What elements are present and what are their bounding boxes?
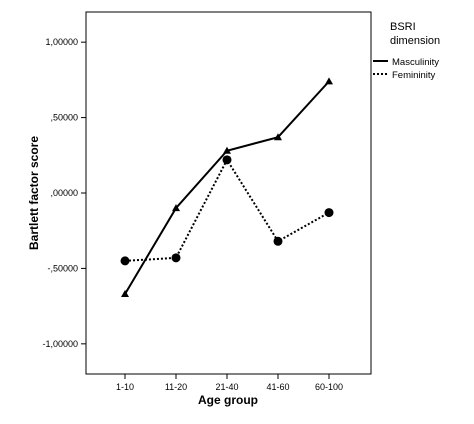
series-layer — [120, 77, 334, 298]
y-tick-label: ,50000 — [50, 113, 78, 123]
x-tick-label: 60-100 — [315, 382, 343, 392]
data-point-masculinity — [121, 290, 129, 298]
series-line-masculinity — [124, 80, 330, 295]
x-tick-label: 1-10 — [116, 382, 134, 392]
y-tick-label: ,00000 — [50, 188, 78, 198]
legend: BSRI dimension Masculinity Femininity — [373, 21, 440, 81]
legend-label-femininity: Femininity — [392, 70, 436, 81]
data-point-masculinity — [172, 204, 180, 212]
y-tick-label: -1,00000 — [42, 339, 78, 349]
data-point-femininity — [222, 155, 232, 165]
x-axis-title: Age group — [198, 393, 258, 407]
data-point-masculinity — [325, 77, 333, 85]
legend-title-line-1: BSRI — [390, 21, 416, 33]
data-point-masculinity — [274, 133, 282, 141]
series-line-femininity — [124, 157, 330, 262]
y-tick-label: 1,00000 — [45, 37, 78, 47]
data-point-femininity — [324, 208, 334, 218]
data-point-masculinity — [223, 146, 231, 154]
data-point-femininity — [171, 253, 181, 263]
legend-label-masculinity: Masculinity — [392, 57, 439, 68]
x-axis-ticks: 1-10 11-20 21-40 41-60 60-100 — [116, 374, 343, 392]
data-point-femininity — [120, 256, 130, 266]
data-point-femininity — [273, 236, 283, 246]
x-tick-label: 11-20 — [165, 382, 187, 392]
x-tick-label: 41-60 — [266, 382, 289, 392]
y-axis-title: Bartlett factor score — [27, 136, 41, 250]
legend-title-line-2: dimension — [390, 35, 440, 47]
y-tick-label: -,50000 — [47, 263, 78, 273]
y-axis-ticks: -1,00000 -,50000 ,00000 ,50000 1,00000 — [42, 37, 86, 349]
x-tick-label: 21-40 — [215, 382, 238, 392]
plot-area-frame — [85, 11, 372, 375]
